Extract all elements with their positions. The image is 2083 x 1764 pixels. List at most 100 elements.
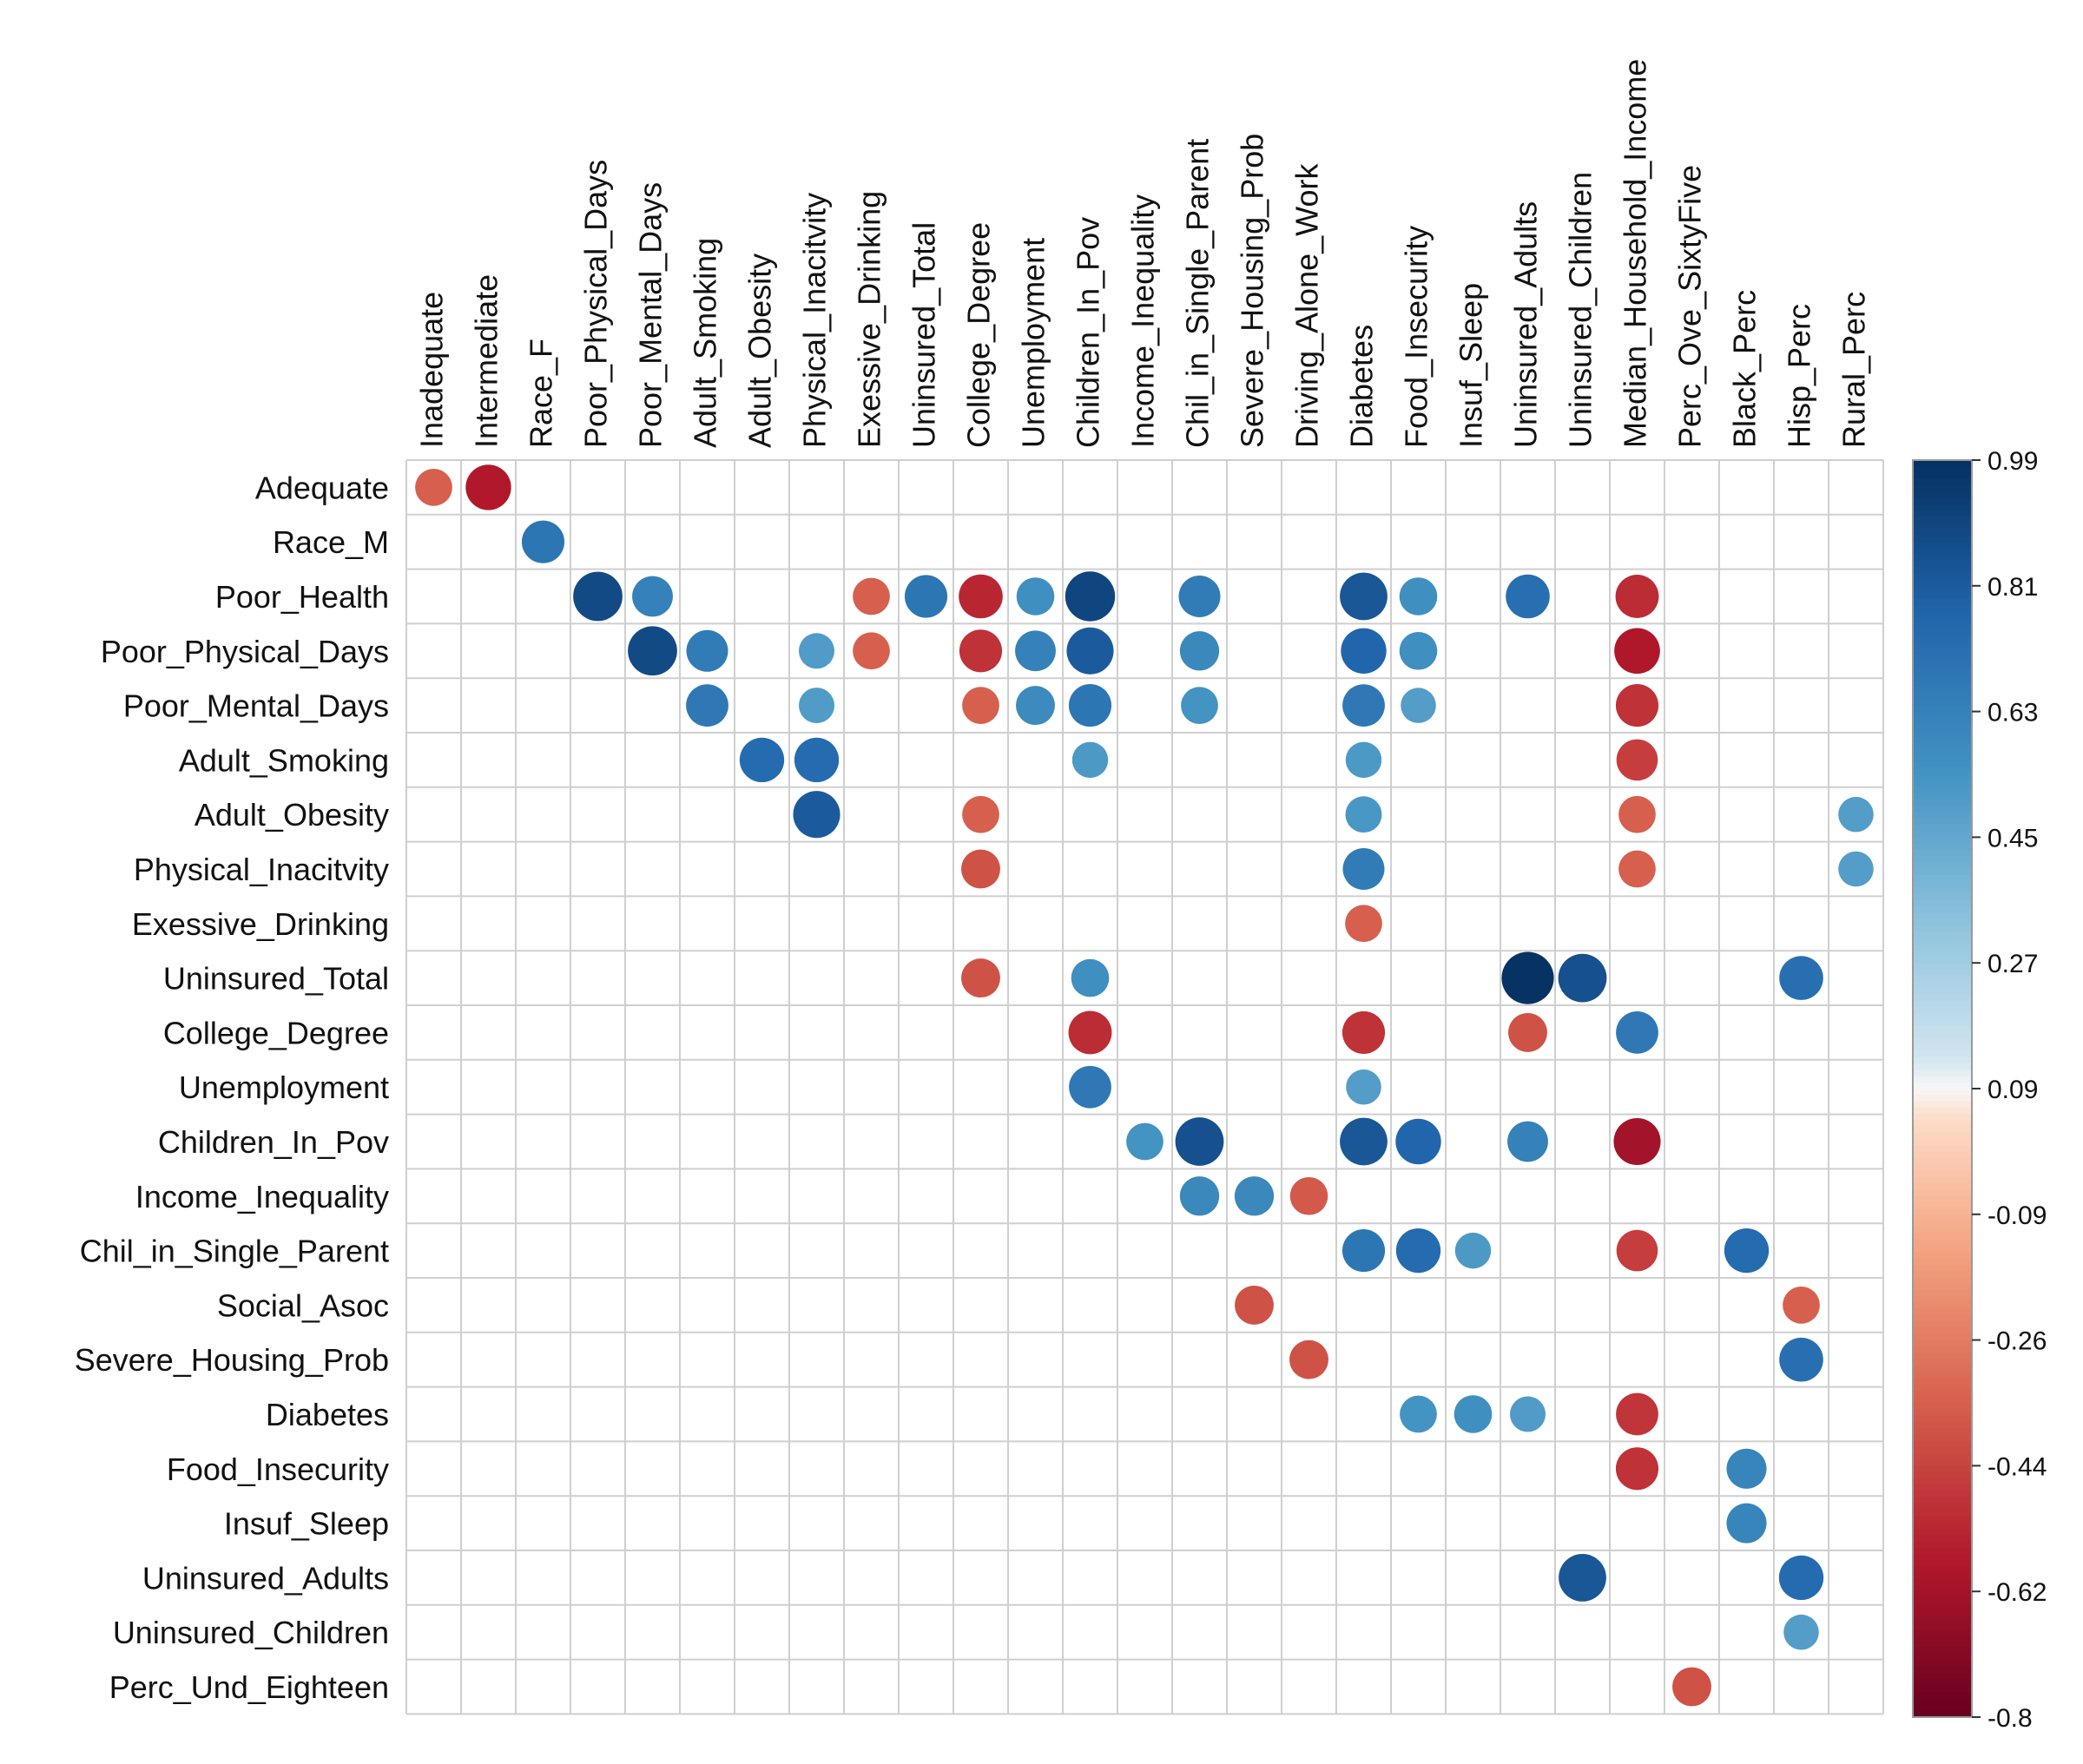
colorbar-segment: [1913, 818, 1972, 826]
colorbar-segment: [1913, 1667, 1972, 1674]
column-label: Poor_Mental_Days: [633, 182, 669, 448]
column-label: Black_Perc: [1727, 290, 1763, 448]
colorbar-segment: [1913, 1151, 1972, 1159]
colorbar-tick-label: -0.44: [1987, 1452, 2047, 1481]
colorbar-segment: [1913, 736, 1972, 744]
colorbar-segment: [1913, 931, 1972, 938]
correlation-circle: [1838, 796, 1874, 833]
column-label: Chil_in_Single_Parent: [1180, 139, 1216, 448]
correlation-circle: [1015, 630, 1056, 672]
colorbar-segment: [1913, 548, 1972, 556]
colorbar-segment: [1913, 1063, 1972, 1070]
row-label: Adult_Obesity: [194, 797, 389, 833]
colorbar-segment: [1913, 554, 1972, 562]
colorbar-segment: [1913, 1044, 1972, 1052]
colorbar-tick-label: -0.26: [1987, 1327, 2047, 1356]
colorbar-segment: [1913, 535, 1972, 543]
colorbar-tick-label: 0.63: [1987, 699, 2038, 727]
correlation-circle: [1726, 1503, 1767, 1544]
colorbar-segment: [1913, 692, 1972, 700]
colorbar-segment: [1913, 1050, 1972, 1058]
colorbar-segment: [1913, 1107, 1972, 1115]
correlation-circle: [1235, 1285, 1274, 1325]
correlation-circle: [521, 520, 565, 563]
colorbar-segment: [1913, 1427, 1972, 1435]
colorbar-segment: [1913, 1578, 1972, 1586]
colorbar-segment: [1913, 705, 1972, 713]
column-label: Income_Inequality: [1125, 194, 1161, 448]
colorbar-segment: [1913, 1535, 1972, 1542]
colorbar-segment: [1913, 567, 1972, 574]
colorbar-tick-label: -0.09: [1987, 1201, 2047, 1230]
colorbar-segment: [1913, 1685, 1972, 1693]
colorbar-segment: [1913, 1208, 1972, 1215]
colorbar-segment: [1913, 655, 1972, 662]
column-labels: Inadequate Intermediate Race_F Poor_Physica…: [414, 59, 1872, 448]
colorbar-segment: [1913, 617, 1972, 624]
column-label: Hisp_Perc: [1782, 304, 1817, 448]
colorbar-segment: [1913, 1120, 1972, 1128]
column-label: Diabetes: [1344, 325, 1380, 448]
row-label: Severe_Housing_Prob: [75, 1342, 389, 1378]
grid: [405, 459, 1884, 1715]
colorbar-segment: [1913, 560, 1972, 568]
colorbar-segment: [1913, 1503, 1972, 1511]
colorbar-segment: [1913, 711, 1972, 719]
correlation-circle: [1071, 741, 1109, 779]
colorbar-segment: [1913, 749, 1972, 756]
correlation-circle: [1726, 1448, 1767, 1489]
colorbar-segment: [1913, 906, 1972, 913]
colorbar-segment: [1913, 1390, 1972, 1398]
colorbar-segment: [1913, 925, 1972, 932]
row-label: Poor_Physical_Days: [101, 634, 389, 669]
correlation-circle: [853, 577, 890, 615]
correlation-circle: [686, 629, 728, 672]
colorbar-segment: [1913, 1465, 1972, 1473]
colorbar-segment: [1913, 767, 1972, 775]
row-label: Uninsured_Children: [113, 1615, 389, 1650]
correlation-circle: [1779, 956, 1823, 1000]
correlation-circle: [1615, 575, 1659, 618]
column-label: Uninsured_Adults: [1508, 201, 1544, 448]
row-label: College_Degree: [163, 1015, 389, 1050]
colorbar-segment: [1913, 1320, 1972, 1328]
colorbar-segment: [1913, 849, 1972, 857]
correlation-circle: [1672, 1667, 1711, 1707]
colorbar-segment: [1913, 1616, 1972, 1623]
colorbar-segment: [1913, 1497, 1972, 1504]
colorbar-segment: [1913, 831, 1972, 838]
colorbar-segment: [1913, 1076, 1972, 1083]
colorbar-segment: [1913, 1409, 1972, 1417]
colorbar-segment: [1913, 472, 1972, 480]
colorbar-segment: [1913, 604, 1972, 612]
correlation-circle: [1345, 905, 1382, 943]
colorbar-segment: [1913, 1698, 1972, 1706]
colorbar-segment: [1913, 504, 1972, 511]
colorbar-segment: [1913, 1252, 1972, 1260]
colorbar-segment: [1913, 1308, 1972, 1316]
correlation-circle: [739, 737, 785, 783]
row-label: Unemployment: [179, 1070, 389, 1105]
colorbar-tick-label: 0.81: [1987, 573, 2038, 602]
colorbar-segment: [1913, 686, 1972, 694]
correlation-circle: [1066, 627, 1114, 675]
row-label: Uninsured_Total: [163, 961, 389, 997]
row-label: Adequate: [255, 470, 389, 505]
colorbar-segment: [1913, 1038, 1972, 1045]
colorbar: 0.99 0.81 0.63 0.45 0.27 0.09 -0.09 -0.26 -0.44 -…: [1912, 447, 2047, 1733]
colorbar-tick-label: 0.99: [1987, 447, 2038, 476]
colorbar-segment: [1913, 1452, 1972, 1460]
colorbar-segment: [1913, 1188, 1972, 1196]
correlation-circle: [1346, 1069, 1381, 1105]
colorbar-segment: [1913, 994, 1972, 1002]
correlation-circle: [1454, 1232, 1492, 1269]
colorbar-segment: [1913, 963, 1972, 971]
colorbar-segment: [1913, 1025, 1972, 1033]
row-labels: Adequate Race_M Poor_Health Poor_Physical_D…: [75, 470, 389, 1705]
colorbar-segment: [1913, 862, 1972, 870]
colorbar-segment: [1913, 1622, 1972, 1630]
colorbar-segment: [1913, 1516, 1972, 1524]
colorbar-segment: [1913, 1434, 1972, 1442]
colorbar-tick-label: -0.8: [1987, 1704, 2033, 1733]
colorbar-segment: [1913, 1339, 1972, 1347]
